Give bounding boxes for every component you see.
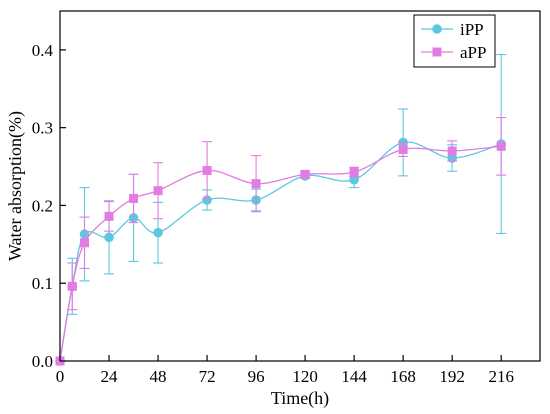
y-tick-label: 0.4 [32, 41, 54, 60]
data-point-ipp [153, 227, 163, 238]
legend-label-ipp: iPP [460, 20, 484, 39]
data-point-app [80, 238, 90, 248]
data-point-app [202, 165, 212, 175]
data-point-app [496, 141, 506, 151]
y-tick-label: 0.3 [32, 119, 53, 138]
data-point-app [398, 144, 408, 154]
data-point-app [447, 146, 457, 156]
x-axis-title: Time(h) [271, 388, 329, 409]
series-line-app [59, 145, 502, 362]
plot-area [59, 10, 541, 362]
y-tick-label: 0.2 [32, 196, 53, 215]
data-point-ipp [202, 195, 212, 205]
plot-frame [59, 10, 541, 362]
data-point-app [129, 193, 139, 203]
x-tick-label: 48 [150, 367, 167, 386]
legend: iPP aPP [413, 14, 496, 68]
series-app [55, 117, 507, 366]
x-tick-label: 168 [390, 367, 416, 386]
legend-marker-app [432, 47, 442, 57]
data-point-ipp [349, 174, 359, 185]
data-point-app [300, 169, 310, 179]
y-tick-label: 0.0 [32, 352, 53, 371]
x-tick-label: 144 [341, 367, 367, 386]
series-layer [55, 54, 507, 366]
x-tick-label: 192 [439, 367, 465, 386]
x-tick-label: 0 [56, 367, 65, 386]
x-tick-label: 120 [292, 367, 318, 386]
data-point-app [153, 186, 163, 196]
x-tick-label: 24 [101, 367, 119, 386]
y-tick-label: 0.1 [32, 274, 53, 293]
x-axis-ticks: 0 24 48 72 96 120 144 168 192 216 [56, 355, 514, 386]
legend-box [413, 14, 496, 68]
legend-marker-ipp [432, 24, 442, 34]
data-point-app [349, 167, 359, 177]
legend-label-app: aPP [460, 43, 486, 62]
series-ipp [55, 54, 507, 366]
series-line-ipp [59, 141, 502, 362]
data-point-app [104, 211, 114, 221]
y-axis-ticks: 0.0 0.1 0.2 0.3 0.4 [32, 41, 66, 371]
data-point-ipp [104, 232, 114, 243]
x-tick-label: 96 [248, 367, 265, 386]
x-tick-label: 72 [199, 367, 216, 386]
data-point-app [67, 281, 77, 291]
y-axis-title: Water absorption(%) [5, 111, 26, 261]
data-point-app [251, 179, 261, 189]
x-tick-label: 216 [488, 367, 514, 386]
